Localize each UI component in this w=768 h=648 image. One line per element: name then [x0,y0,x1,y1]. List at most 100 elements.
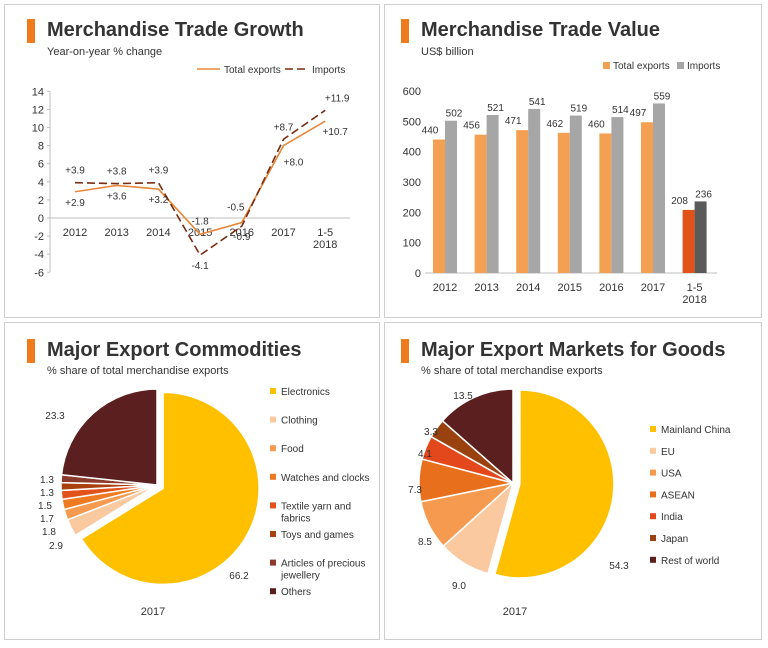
data-label: 2.9 [49,541,63,552]
bar-exports [682,209,695,273]
y-tick-label: 200 [403,207,421,219]
legend-swatch [270,473,276,480]
legend-label: Total exports [224,65,281,76]
y-tick-label: 0 [38,213,44,225]
x-tick-label: 2017 [271,227,295,239]
data-label: 440 [422,126,439,137]
pie-chart: 66.2 2.9 1.8 1.7 1.5 1.3 1.3 23.3 Electronics Clo… [38,387,370,618]
bar-imports [694,201,707,273]
data-label: +3.9 [149,166,169,177]
legend-label: fabrics [281,513,310,524]
bar-imports [569,115,582,273]
legend-swatch [650,469,656,476]
legend-swatch [270,588,276,595]
legend-label: EU [661,447,675,458]
data-label: 1.3 [40,488,54,499]
legend-label: Imports [312,65,345,76]
pie-caption: 2017 [141,606,165,618]
legend-swatch [650,447,656,454]
x-tick-label: 1-5 [687,282,703,294]
data-label: 559 [654,91,671,102]
data-label: 519 [570,104,587,115]
bar-imports [611,117,624,273]
y-tick-label: 300 [403,177,421,189]
y-tick-label: -2 [34,231,44,243]
data-label: 460 [588,119,605,130]
y-tick-label: 10 [32,123,44,135]
legend-swatch-exports [603,62,610,69]
x-tick-label: 2017 [641,282,665,294]
data-label: -0.9 [233,232,251,243]
legend-label: Clothing [281,416,318,427]
legend-swatch [270,388,276,394]
y-tick-label: 400 [403,147,421,159]
data-label: 456 [463,121,480,132]
legend-label: Textile yarn and [281,501,351,512]
legend-swatch [650,535,656,541]
bar-exports [557,132,570,273]
data-label: 497 [630,108,647,119]
x-tick-label: 2016 [599,282,623,294]
legend-label: Total exports [613,61,670,72]
title-accent [401,339,409,363]
title-accent [27,19,35,43]
legend-swatch [270,445,276,452]
x-tick-label: 2018 [682,294,706,306]
y-tick-label: 4 [38,177,44,189]
data-label: 7.3 [408,485,422,496]
legend-label: Articles of precious [281,559,365,570]
legend-label: Toys and games [281,530,354,541]
bar-exports [474,134,487,273]
x-tick-label: 2015 [558,282,582,294]
data-label: 23.3 [45,411,65,422]
x-tick-label: 2013 [104,227,128,239]
series-line-exports [74,120,326,236]
data-label: -0.5 [227,203,245,214]
data-label: 236 [695,189,712,200]
title-accent [27,339,35,363]
panel-trade-value: Merchandise Trade Value US$ billion 600 5… [384,4,762,318]
pie-slice [441,388,514,485]
panel-title: Major Export Commodities [47,339,302,361]
x-tick-label: 2015 [188,227,212,239]
data-label: 4.1 [418,449,432,460]
bar-exports [516,130,529,273]
legend-label: Mainland China [661,425,731,436]
panel-export-markets: Major Export Markets for Goods % share o… [384,322,762,640]
y-tick-label: 8 [38,141,44,153]
data-label: 9.0 [452,581,466,592]
data-label: +3.2 [149,195,169,206]
x-tick-label: 2012 [433,282,457,294]
panel-subtitle: Year-on-year % change [47,46,163,58]
y-tick-label: 14 [32,86,44,98]
data-label: +3.6 [107,191,127,202]
legend-swatch [270,502,276,509]
data-label: +8.0 [284,158,304,169]
data-label: 1.7 [40,514,54,525]
data-label: 502 [446,109,463,120]
pie-slice [60,388,158,486]
x-tick-label: 2013 [474,282,498,294]
bar-imports [486,114,499,273]
panel-title: Merchandise Trade Growth [47,19,304,41]
legend-swatch [270,559,276,566]
panel-trade-growth: Merchandise Trade Growth Year-on-year % … [4,4,380,318]
bar-exports [641,122,653,273]
legend-label: Rest of world [661,556,719,567]
panel-subtitle: % share of total merchandise exports [47,365,229,377]
y-tick-label: -4 [34,249,44,261]
y-tick-label: 2 [38,195,44,207]
data-label: 471 [505,116,522,127]
data-label: 208 [671,196,688,207]
data-label: 54.3 [609,561,629,572]
legend-label: Imports [687,61,720,72]
legend-label: India [661,512,683,523]
y-tick-label: 0 [415,268,421,280]
legend-swatch [270,531,276,537]
legend-swatch [650,513,656,520]
panel-title: Major Export Markets for Goods [421,339,726,361]
data-label: 541 [529,97,546,108]
data-label: 1.8 [42,527,56,538]
x-tick-label: 2014 [516,282,540,294]
